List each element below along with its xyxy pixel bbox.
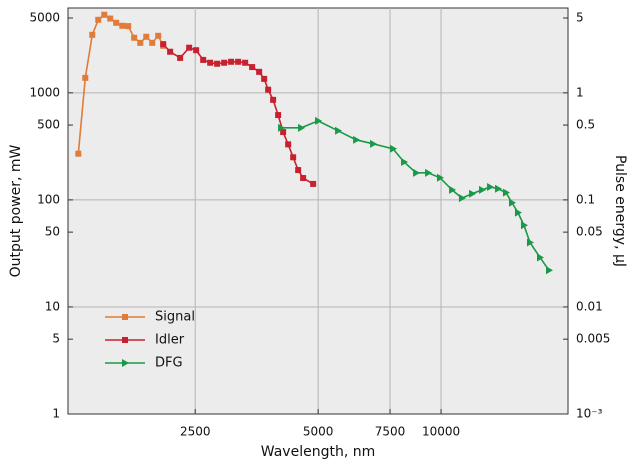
legend-label: DFG bbox=[155, 356, 183, 371]
y2-tick-label: 0.005 bbox=[576, 332, 610, 346]
marker bbox=[235, 58, 242, 65]
marker bbox=[265, 86, 272, 93]
marker bbox=[285, 141, 292, 148]
marker bbox=[137, 39, 144, 46]
marker bbox=[436, 173, 444, 182]
marker bbox=[270, 96, 277, 103]
marker bbox=[526, 238, 534, 247]
marker bbox=[242, 59, 249, 66]
marker bbox=[200, 56, 207, 63]
y2-tick-label: 0.01 bbox=[576, 299, 603, 313]
marker bbox=[119, 22, 126, 29]
marker bbox=[335, 126, 343, 135]
marker bbox=[89, 31, 96, 38]
marker bbox=[75, 150, 82, 157]
marker bbox=[469, 189, 477, 198]
marker bbox=[160, 41, 167, 48]
marker bbox=[487, 182, 495, 191]
marker bbox=[167, 48, 174, 55]
x-tick-label: 10000 bbox=[422, 425, 460, 439]
legend-label: Signal bbox=[155, 310, 195, 325]
marker bbox=[520, 221, 528, 230]
marker bbox=[315, 116, 323, 125]
marker bbox=[290, 154, 297, 161]
marker bbox=[122, 337, 128, 343]
marker bbox=[207, 59, 214, 66]
y2-tick-label: 5 bbox=[576, 11, 584, 25]
marker bbox=[295, 167, 302, 174]
y2-tick-label: 0.1 bbox=[576, 192, 595, 206]
y-tick-label: 1 bbox=[52, 407, 60, 421]
marker bbox=[536, 253, 544, 262]
marker bbox=[261, 75, 268, 82]
marker bbox=[155, 32, 162, 39]
y-tick-label: 50 bbox=[45, 225, 60, 239]
y-tick-label: 5 bbox=[52, 332, 60, 346]
marker bbox=[495, 184, 503, 193]
marker bbox=[300, 175, 307, 182]
marker bbox=[122, 314, 128, 320]
x-tick-label: 5000 bbox=[303, 425, 334, 439]
y-tick-label: 1000 bbox=[29, 85, 60, 99]
marker bbox=[101, 11, 108, 18]
marker bbox=[95, 16, 102, 23]
marker bbox=[143, 33, 150, 40]
marker bbox=[131, 34, 138, 41]
marker bbox=[514, 208, 522, 217]
x-tick-label: 7500 bbox=[375, 425, 406, 439]
x-axis-title: Wavelength, nm bbox=[261, 444, 375, 460]
marker bbox=[221, 59, 228, 66]
marker bbox=[390, 144, 398, 153]
marker bbox=[125, 23, 132, 30]
marker bbox=[479, 185, 487, 194]
marker bbox=[449, 185, 457, 194]
marker bbox=[122, 359, 129, 367]
marker bbox=[149, 39, 156, 46]
marker bbox=[298, 123, 306, 132]
y-tick-label: 10 bbox=[45, 299, 60, 313]
marker bbox=[275, 112, 282, 119]
y-axis-title: Output power, mW bbox=[8, 144, 24, 277]
marker bbox=[502, 188, 510, 197]
marker bbox=[310, 180, 317, 187]
legend-label: Idler bbox=[155, 333, 185, 348]
marker bbox=[177, 54, 184, 61]
marker bbox=[193, 47, 200, 54]
series-line bbox=[281, 120, 550, 271]
marker bbox=[280, 129, 287, 136]
marker bbox=[249, 64, 256, 71]
marker bbox=[401, 157, 409, 166]
y2-tick-label: 0.5 bbox=[576, 118, 595, 132]
marker bbox=[278, 123, 286, 132]
marker bbox=[458, 194, 466, 203]
marker bbox=[353, 135, 361, 144]
marker bbox=[82, 74, 89, 81]
marker bbox=[214, 60, 221, 67]
marker bbox=[113, 19, 120, 26]
y2-tick-label: 1 bbox=[576, 85, 584, 99]
y2-tick-label: 10⁻³ bbox=[576, 407, 603, 421]
marker bbox=[370, 139, 378, 148]
y-tick-label: 100 bbox=[37, 192, 60, 206]
marker bbox=[107, 15, 114, 22]
marker bbox=[413, 168, 421, 177]
x-tick-label: 2500 bbox=[180, 425, 211, 439]
y2-tick-label: 0.05 bbox=[576, 225, 603, 239]
marker bbox=[256, 68, 263, 75]
grid bbox=[68, 8, 568, 414]
y2-axis-title: Pulse energy, µJ bbox=[612, 155, 628, 267]
marker bbox=[186, 44, 193, 51]
y-tick-label: 500 bbox=[37, 118, 60, 132]
marker bbox=[509, 198, 517, 207]
marker bbox=[425, 168, 433, 177]
y-tick-label: 5000 bbox=[29, 11, 60, 25]
marker bbox=[545, 266, 553, 275]
marker bbox=[228, 58, 235, 65]
